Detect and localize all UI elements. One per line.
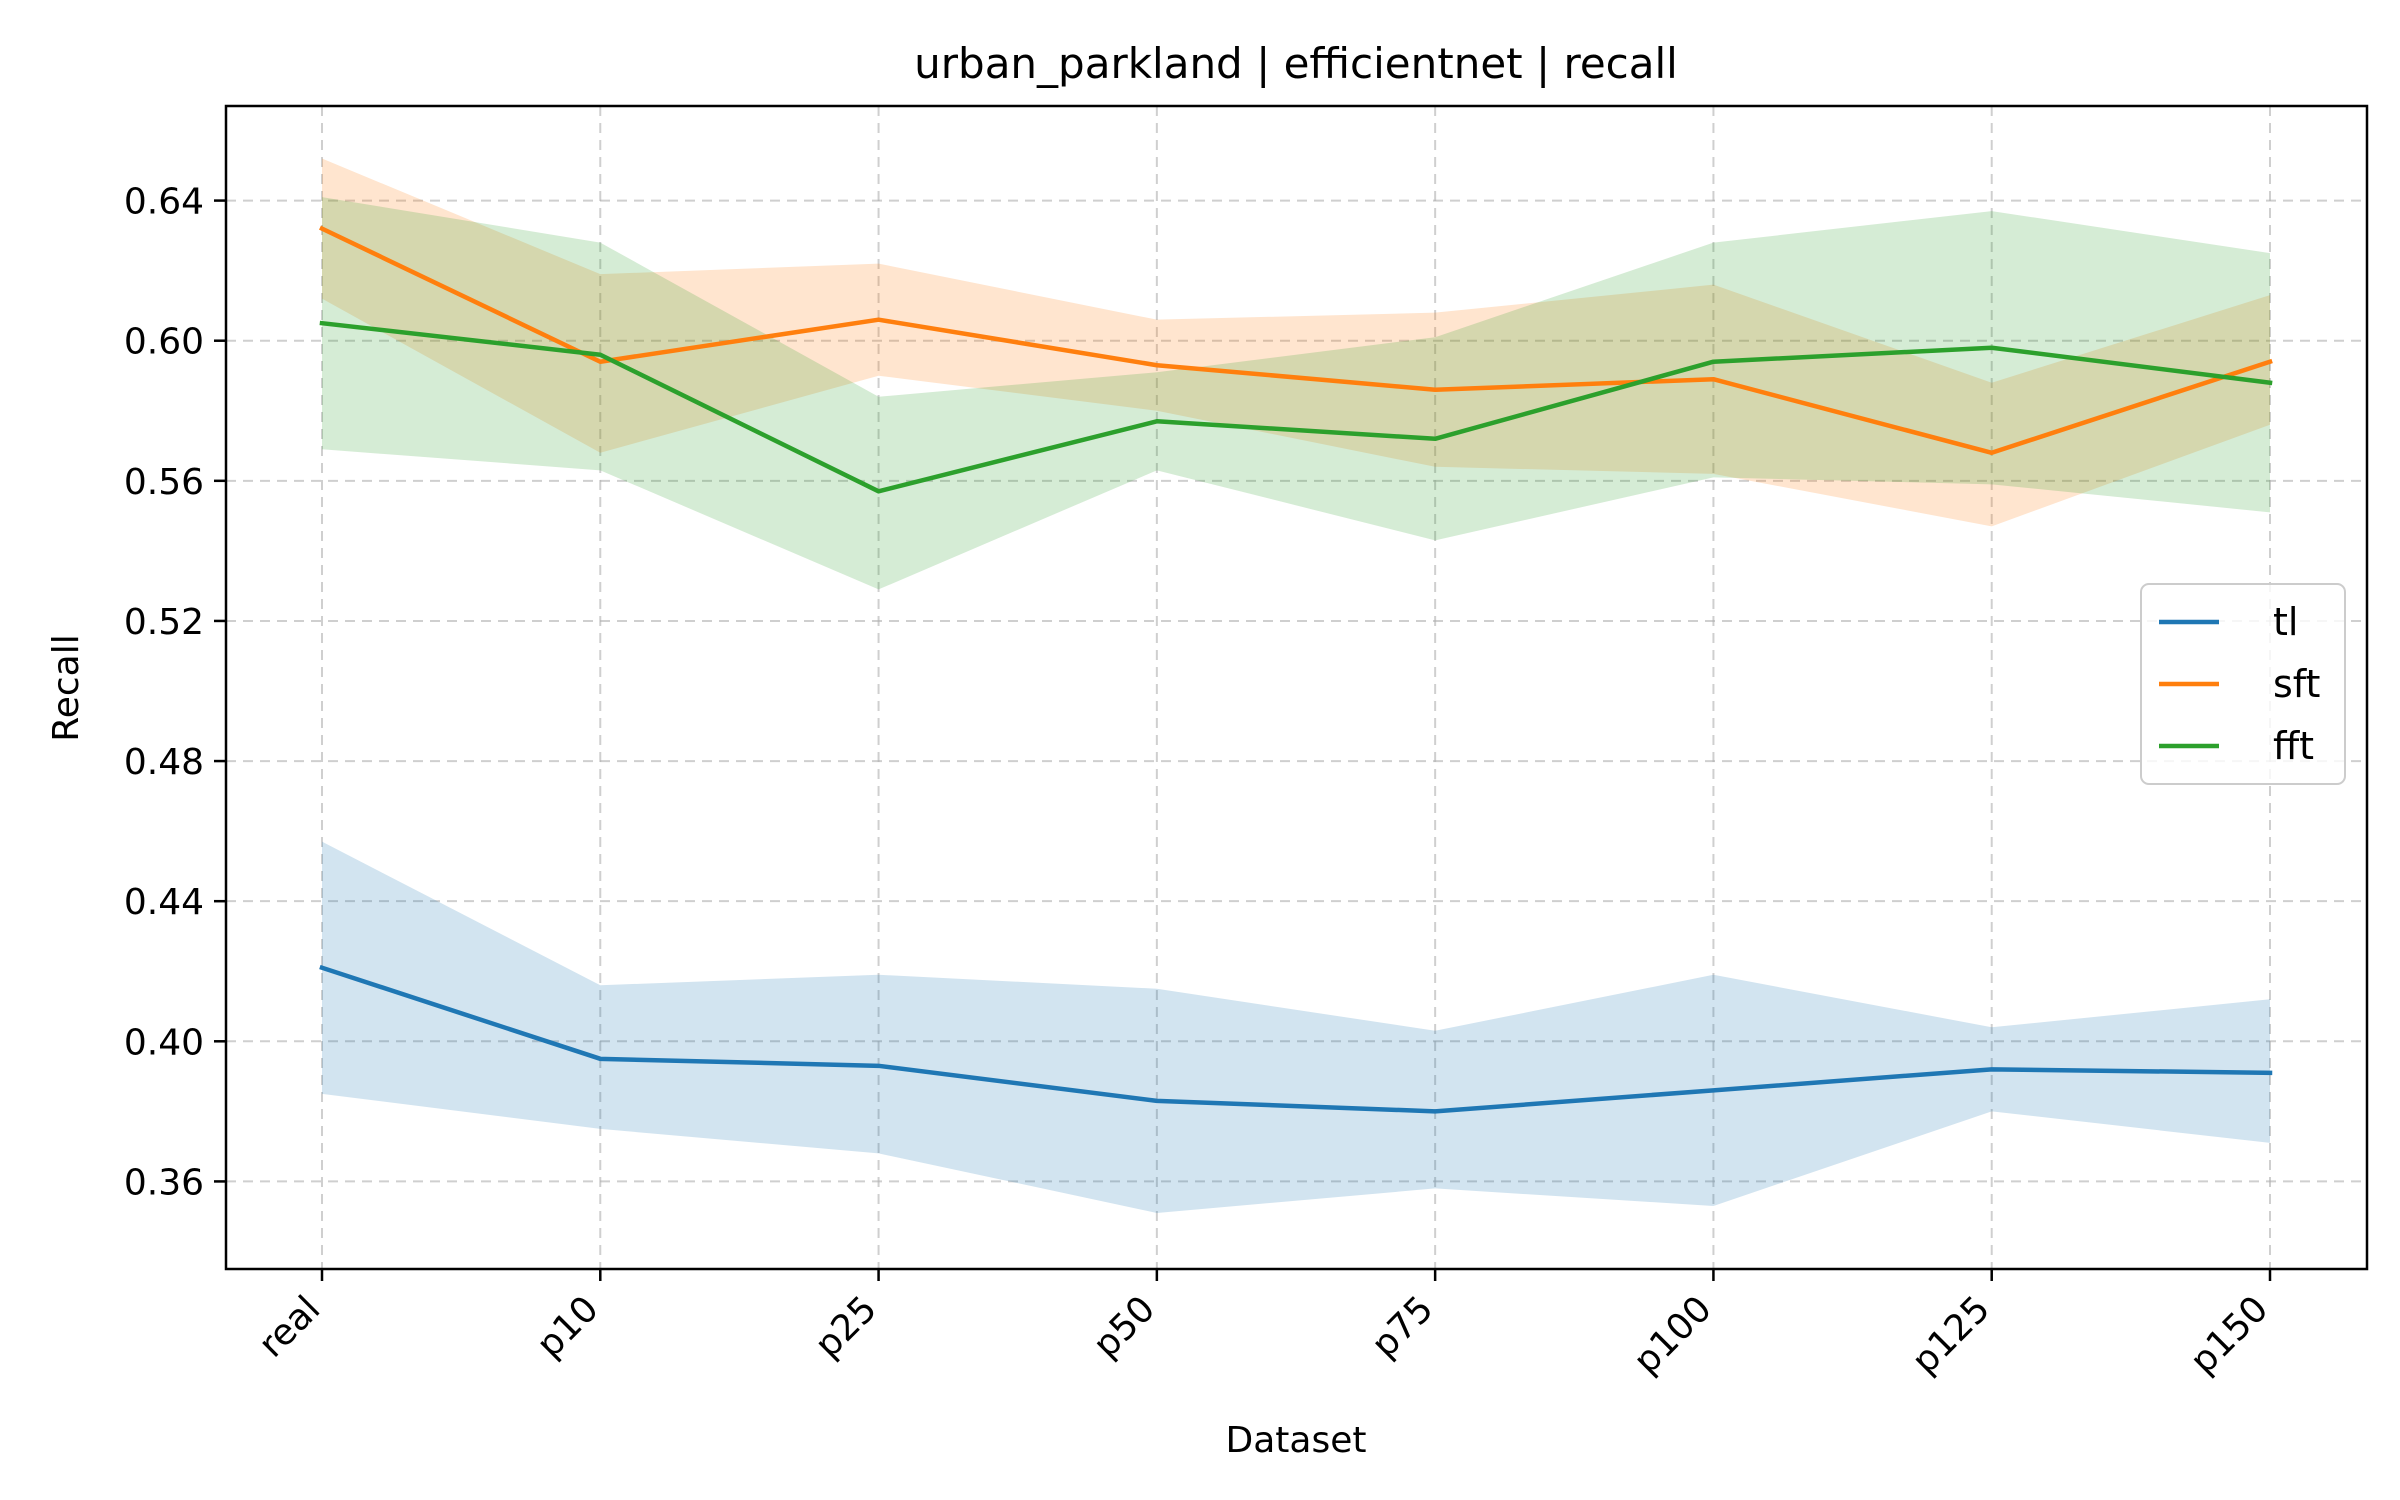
band-fft — [322, 197, 2270, 590]
y-tick-label-0.60: 0.60 — [124, 322, 204, 363]
plot-area-frame — [224, 104, 2369, 1271]
band-tl — [322, 841, 2270, 1213]
y-tick-label-0.56: 0.56 — [124, 462, 204, 503]
y-tick-label-0.36: 0.36 — [124, 1162, 204, 1203]
y-axis: 0.36 0.40 0.44 0.48 0.52 0.56 0.60 0.64 — [124, 182, 226, 1203]
legend-label-sft: sft — [2273, 662, 2320, 706]
x-axis-label: Dataset — [1226, 1420, 1367, 1461]
chart-title: urban_parkland | efficientnet | recall — [914, 39, 1678, 88]
series-line-fft — [319, 320, 2273, 494]
y-tick-label-0.64: 0.64 — [124, 182, 204, 223]
series-line-sft — [318, 225, 2273, 456]
legend-box — [2140, 583, 2346, 785]
y-tick-label-0.40: 0.40 — [124, 1022, 204, 1063]
confidence-bands — [322, 158, 2270, 1213]
legend-label-fft: fft — [2273, 724, 2314, 768]
y-tick-label-0.48: 0.48 — [124, 742, 204, 783]
legend: tl sft fft — [2140, 583, 2346, 785]
series-line-tl — [319, 964, 2273, 1114]
legend-label-tl: tl — [2273, 600, 2298, 644]
y-tick-label-0.44: 0.44 — [124, 882, 204, 923]
series-lines — [318, 225, 2273, 1114]
band-sft — [322, 158, 2270, 527]
y-axis-label: Recall — [46, 634, 87, 741]
y-tick-label-0.52: 0.52 — [124, 602, 204, 643]
grid — [226, 106, 2367, 1269]
